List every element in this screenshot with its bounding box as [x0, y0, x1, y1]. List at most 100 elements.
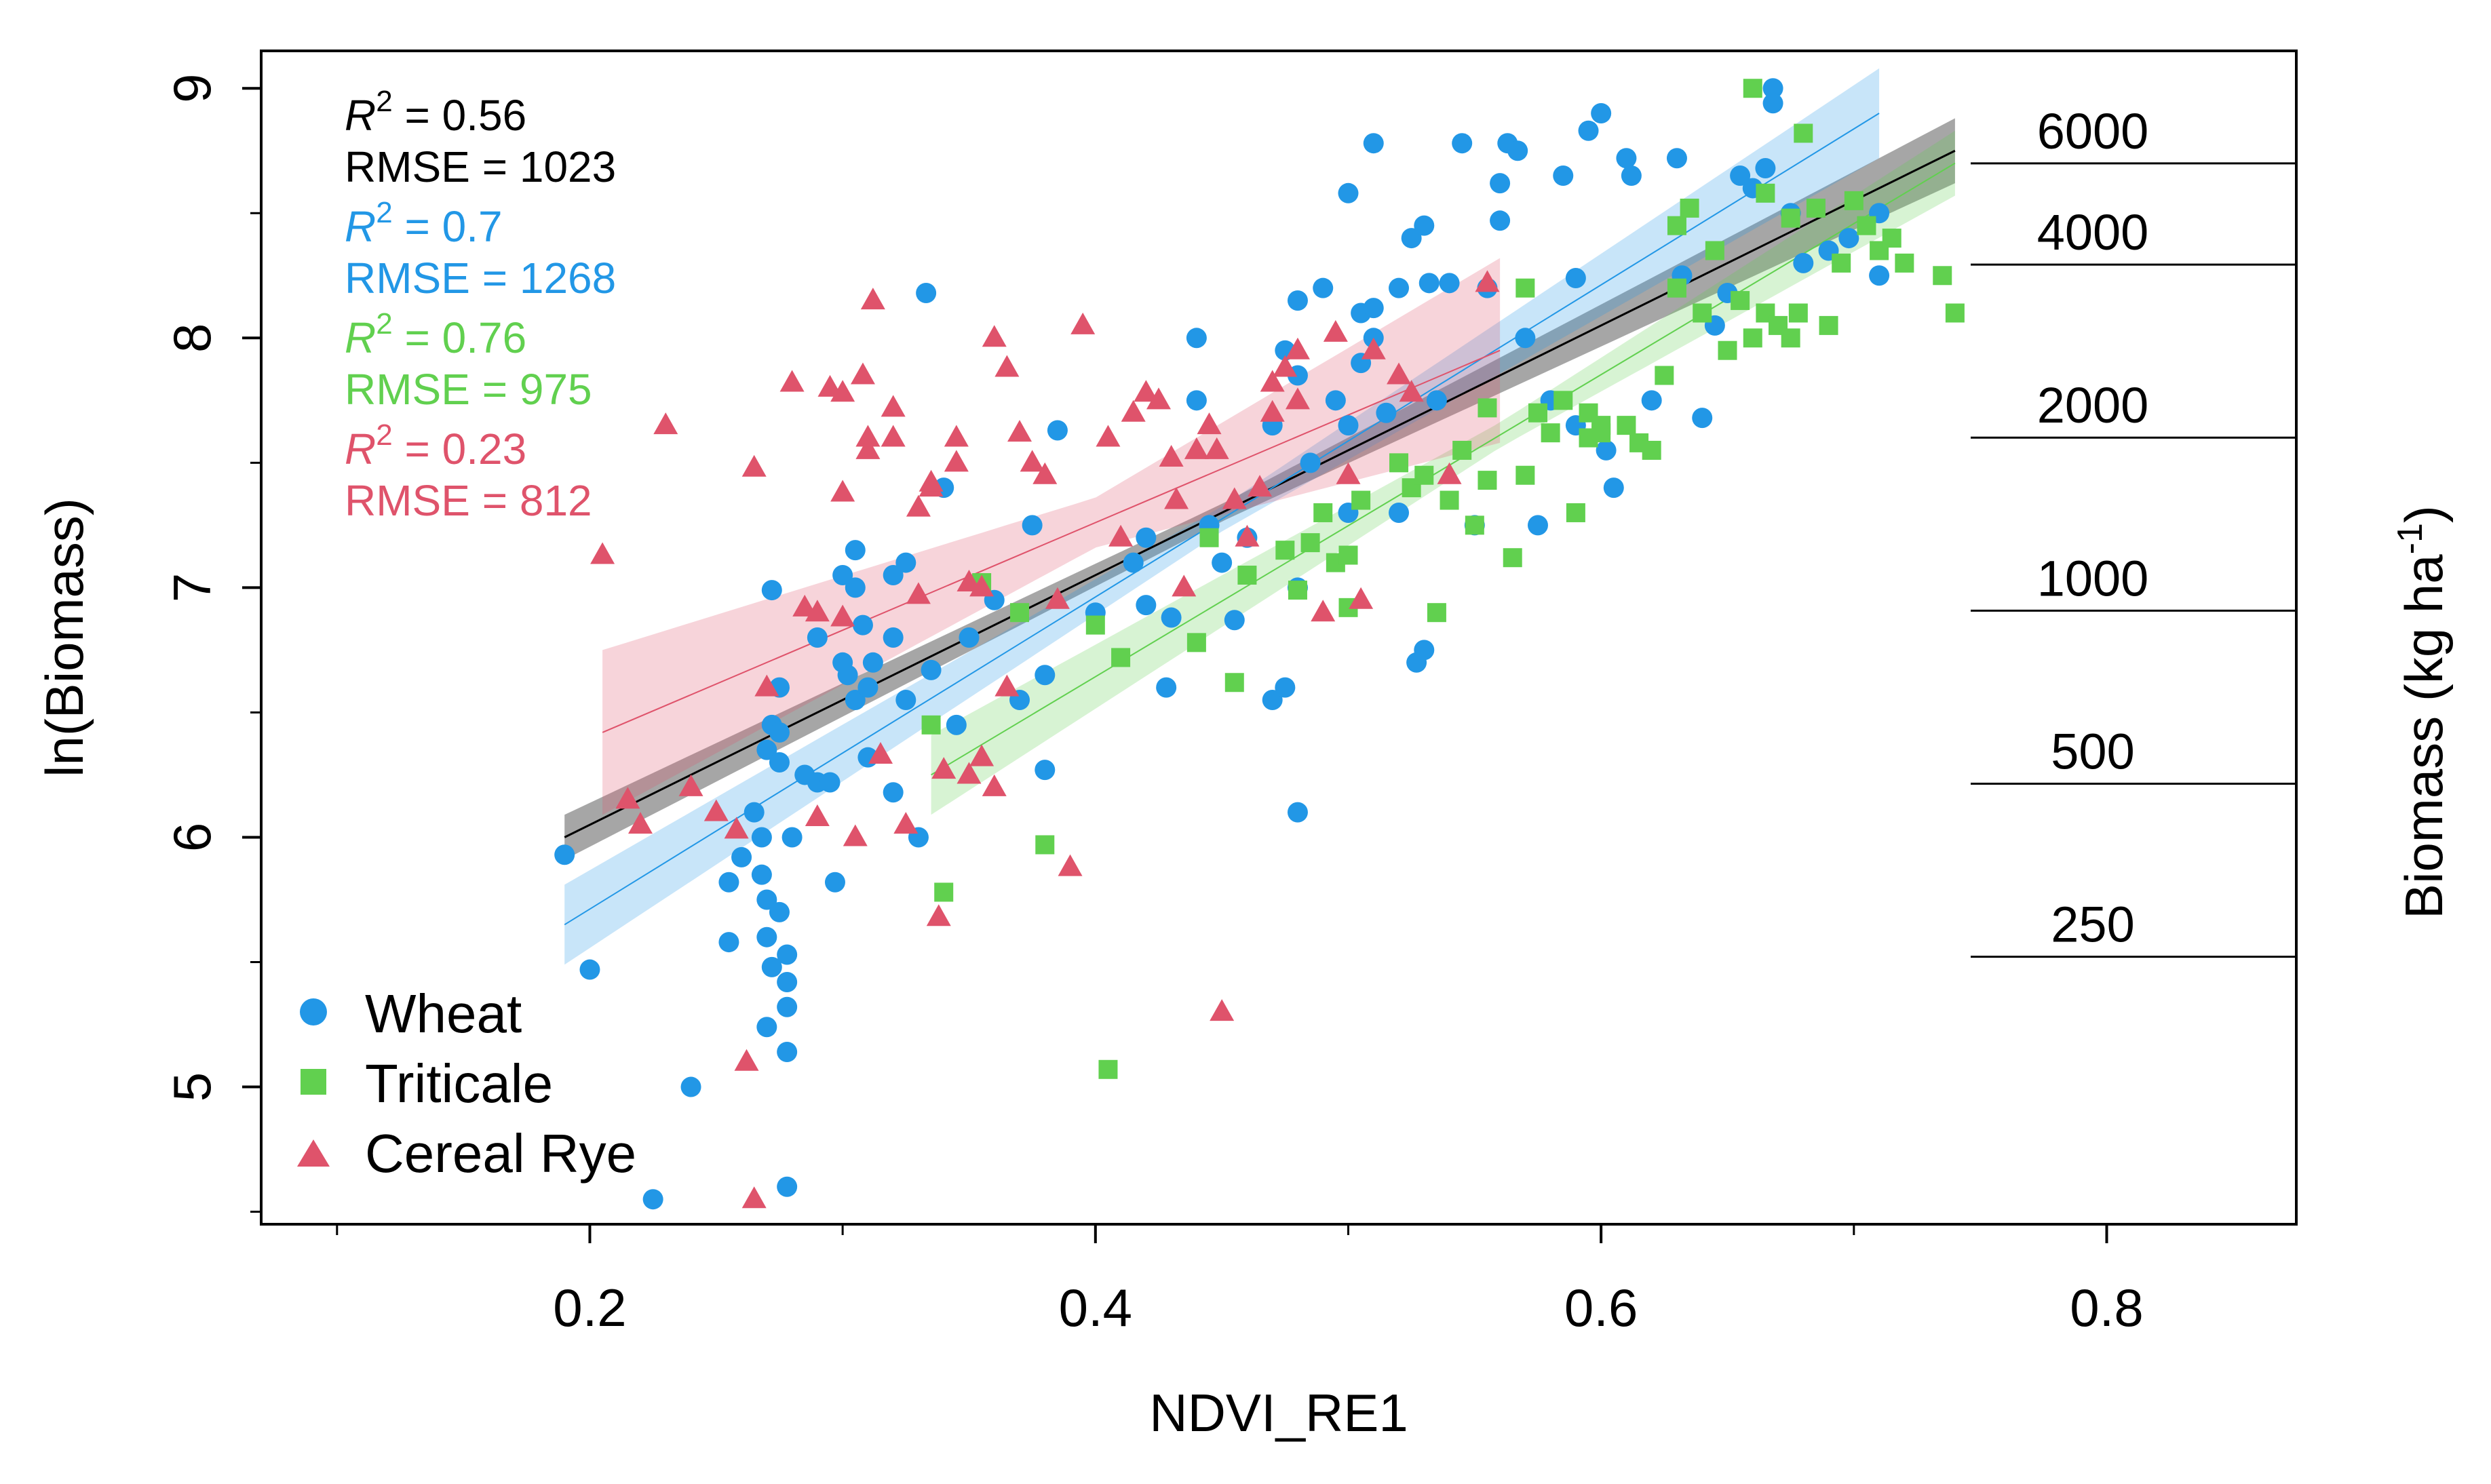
biomass-label-1000: 1000: [2037, 550, 2149, 606]
point-triticale: [1275, 541, 1295, 560]
point-wheat: [777, 1042, 798, 1063]
point-wheat: [1389, 502, 1410, 523]
point-wheat: [1389, 277, 1410, 298]
point-wheat: [1136, 595, 1157, 616]
point-wheat: [756, 926, 777, 948]
point-triticale: [1642, 440, 1661, 460]
point-triticale: [1098, 1059, 1118, 1079]
point-cereal-rye: [982, 774, 1007, 796]
point-triticale: [1718, 340, 1737, 360]
point-cereal-rye: [741, 1186, 767, 1209]
point-cereal-rye: [1096, 425, 1121, 447]
point-triticale: [1945, 303, 1965, 323]
biomass-scale: 6000 4000 2000 1000 500 250: [1971, 103, 2296, 958]
stat-wheat-r2: R2 = 0.7: [345, 196, 503, 251]
point-wheat: [1275, 677, 1296, 698]
point-cereal-rye: [1399, 380, 1424, 402]
point-cereal-rye: [1070, 312, 1096, 334]
point-triticale: [1566, 503, 1585, 522]
stat-wheat-r2-symbol: R: [345, 202, 376, 251]
point-wheat: [1156, 677, 1177, 698]
point-triticale: [1541, 423, 1560, 443]
point-cereal-rye: [1197, 412, 1222, 435]
point-cereal-rye: [881, 425, 906, 447]
point-triticale: [1693, 303, 1712, 323]
stat-all-r2-value: = 0.56: [393, 91, 527, 140]
point-triticale: [1528, 403, 1547, 423]
point-wheat: [1762, 93, 1783, 114]
point-triticale: [1806, 198, 1826, 218]
point-wheat: [1621, 165, 1642, 187]
point-wheat: [1325, 390, 1346, 411]
point-triticale: [1667, 216, 1686, 235]
point-triticale: [1515, 465, 1535, 485]
stat-all-rmse: RMSE = 1023: [345, 142, 616, 191]
biomass-label-2000: 2000: [2037, 377, 2149, 433]
point-triticale: [1452, 440, 1472, 460]
point-cereal-rye: [1222, 487, 1247, 509]
point-triticale: [1832, 253, 1851, 273]
point-wheat: [1224, 610, 1245, 631]
point-cereal-rye: [906, 494, 931, 517]
point-cereal-rye: [805, 600, 830, 622]
point-cereal-rye: [1058, 854, 1083, 876]
fit-line-cereal-rye: [602, 349, 1501, 733]
point-cereal-rye: [855, 425, 881, 447]
point-cereal-rye: [1437, 462, 1462, 484]
point-triticale: [1035, 835, 1055, 855]
point-wheat: [1262, 690, 1283, 711]
point-triticale: [1427, 603, 1446, 623]
point-cereal-rye: [855, 437, 881, 459]
point-cereal-rye: [1108, 524, 1134, 547]
point-wheat: [761, 956, 782, 977]
point-cereal-rye: [1387, 362, 1412, 385]
point-triticale: [1579, 428, 1598, 448]
point-wheat: [916, 283, 937, 304]
point-wheat: [756, 889, 777, 910]
point-cereal-rye: [590, 542, 615, 564]
point-wheat: [1730, 165, 1751, 187]
point-triticale: [1731, 291, 1750, 311]
point-triticale: [1389, 453, 1409, 473]
stat-rye-r2-symbol: R: [345, 425, 376, 473]
point-cereal-rye: [830, 380, 855, 402]
stat-triticale-rmse: RMSE = 975: [345, 365, 592, 414]
point-cereal-rye: [1184, 437, 1209, 459]
stat-triticale-r2-sup: 2: [376, 307, 392, 340]
point-wheat: [680, 1076, 701, 1097]
legend-wheat-marker: [300, 998, 327, 1026]
point-triticale: [1667, 278, 1686, 298]
point-wheat: [1123, 552, 1144, 573]
point-triticale: [1743, 79, 1762, 98]
point-cereal-rye: [860, 288, 885, 310]
point-wheat: [852, 614, 873, 636]
point-cereal-rye: [1204, 437, 1229, 459]
point-triticale: [1788, 303, 1808, 323]
point-triticale: [1111, 648, 1131, 667]
point-cereal-rye: [982, 325, 1007, 347]
point-cereal-rye: [1260, 370, 1285, 392]
point-cereal-rye: [1273, 355, 1298, 377]
series-cereal-rye: [590, 270, 1500, 1209]
point-wheat: [769, 722, 790, 743]
point-cereal-rye: [850, 362, 875, 385]
right-axis-title-superscript: -1: [2391, 523, 2430, 554]
point-wheat: [769, 901, 790, 922]
point-cereal-rye: [995, 355, 1020, 377]
point-wheat: [1186, 328, 1207, 349]
point-wheat: [731, 846, 752, 867]
point-cereal-rye: [868, 742, 893, 764]
point-wheat: [1527, 515, 1548, 536]
point-wheat: [1439, 273, 1460, 294]
point-triticale: [1288, 581, 1307, 600]
x-tick-label: 0.2: [553, 1278, 626, 1337]
point-wheat: [1515, 328, 1536, 349]
point-wheat: [777, 996, 798, 1017]
point-wheat: [1452, 133, 1473, 154]
point-wheat: [1376, 402, 1397, 423]
point-wheat: [807, 627, 828, 648]
point-cereal-rye: [995, 674, 1020, 697]
point-wheat: [1692, 408, 1713, 429]
point-wheat: [1641, 390, 1662, 411]
